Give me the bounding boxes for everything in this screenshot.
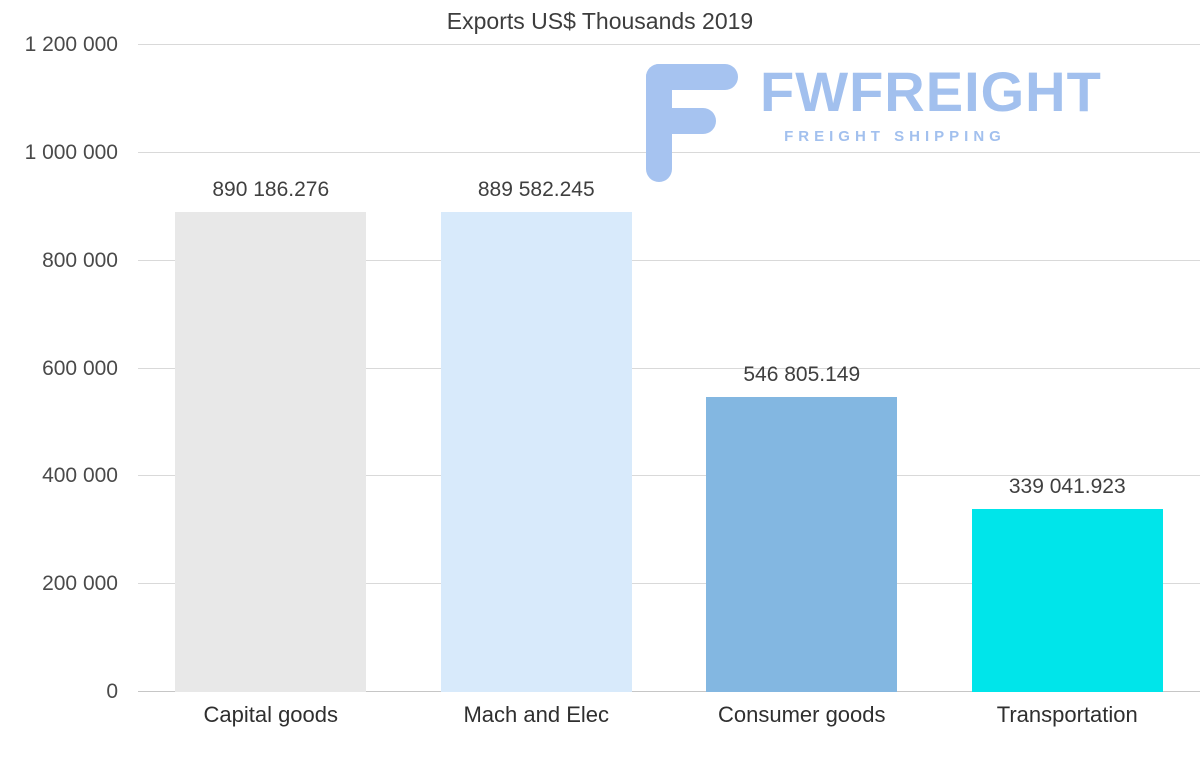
gridline <box>138 367 1200 369</box>
logo-stroke-mid-arm <box>646 108 716 134</box>
bar-transportation[interactable] <box>971 509 1163 692</box>
gridline <box>138 44 1200 45</box>
gridline <box>138 583 1200 585</box>
gridline <box>138 691 1200 692</box>
bar-capital-goods[interactable] <box>175 212 367 692</box>
watermark-tagline: FREIGHT SHIPPING <box>784 128 1006 145</box>
fwfreight-logo-icon <box>646 64 738 182</box>
bar-consumer-goods[interactable] <box>706 397 898 692</box>
y-tick-label: 1 200 000 <box>24 33 118 56</box>
watermark-brand: FWFREIGHT <box>760 60 1102 123</box>
gridline <box>138 259 1200 261</box>
x-axis-label-capital-goods: Capital goods <box>203 702 339 727</box>
bar-slot-consumer-goods: 546 805.149 <box>669 45 935 692</box>
bars-layer: 890 186.276 889 582.245 546 805.149 339 041… <box>138 45 1200 692</box>
plot-area: 890 186.276 889 582.245 546 805.149 339 041… <box>138 44 1200 692</box>
x-axis-label-consumer-goods: Consumer goods <box>717 702 886 727</box>
bar-slot-capital-goods: 890 186.276 <box>138 45 404 692</box>
bar-value-label: 889 582.245 <box>477 178 595 202</box>
bar-mach-and-elec[interactable] <box>440 212 632 692</box>
x-axis-label-mach-and-elec: Mach and Elec <box>463 702 610 727</box>
y-tick-label: 400 000 <box>42 464 118 488</box>
y-tick-label: 0 <box>106 680 118 703</box>
logo-stroke-top-arm <box>646 64 738 90</box>
y-tick-label: 600 000 <box>42 356 118 380</box>
y-axis: 0 200 000 400 000 600 000 800 000 1 000 000 1 … <box>0 33 126 703</box>
y-tick-label: 200 000 <box>42 572 118 596</box>
y-tick-label: 800 000 <box>42 248 118 272</box>
x-axis-label-transportation: Transportation <box>996 702 1138 727</box>
watermark: FWFREIGHT FREIGHT SHIPPING <box>646 64 1102 182</box>
bar-slot-transportation: 339 041.923 <box>935 45 1200 692</box>
gridline <box>138 475 1200 477</box>
x-axis: Capital goods Mach and Elec Consumer goods… <box>138 702 1200 728</box>
bar-value-label: 339 041.923 <box>1008 475 1126 499</box>
bar-slot-mach-and-elec: 889 582.245 <box>404 45 670 692</box>
bar-value-label: 890 186.276 <box>212 178 330 202</box>
bar-value-label: 546 805.149 <box>743 363 861 387</box>
watermark-text: FWFREIGHT FREIGHT SHIPPING <box>760 60 1102 146</box>
chart-title: Exports US$ Thousands 2019 <box>446 8 754 34</box>
y-tick-label: 1 000 000 <box>24 140 118 164</box>
